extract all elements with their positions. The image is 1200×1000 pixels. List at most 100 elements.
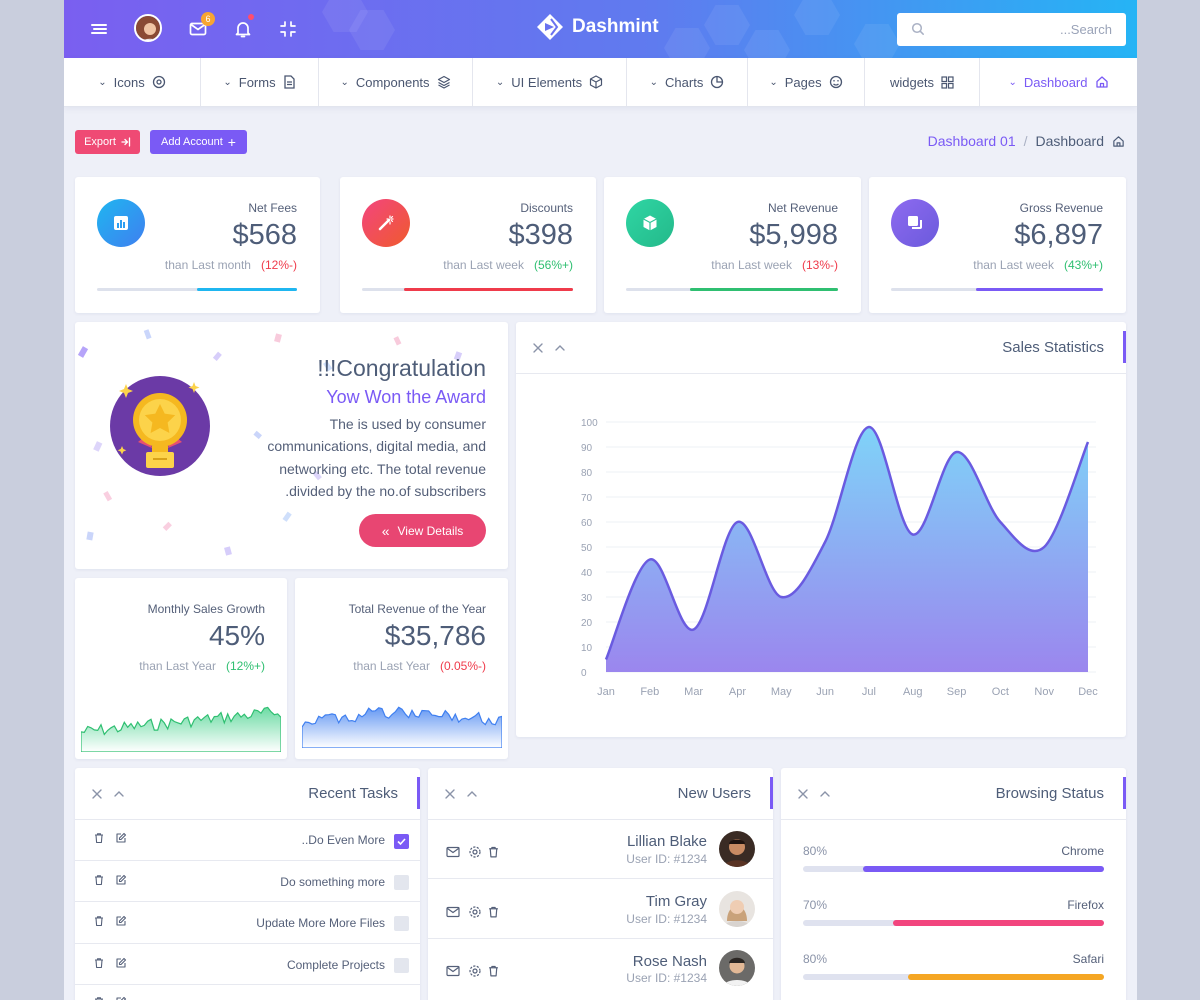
- edit-icon[interactable]: [115, 957, 127, 969]
- panel-accent: [1123, 777, 1126, 809]
- chevron-up-icon[interactable]: [819, 788, 831, 800]
- menu-item-label: Icons: [113, 74, 145, 90]
- menu-item-icons[interactable]: ⌄ Icons: [64, 58, 201, 106]
- trash-icon[interactable]: [487, 905, 500, 919]
- task-checkbox[interactable]: [394, 875, 409, 890]
- x-tick-label: Jan: [597, 686, 615, 698]
- user-id: User ID: #1234: [626, 912, 707, 926]
- menu-item-forms[interactable]: ⌄ Forms: [201, 58, 319, 106]
- add-account-button[interactable]: Add Account +: [150, 130, 247, 154]
- sales-statistics-panel: Sales Statistics 0 10 20 30 40 50 60 70 80 90 100 …: [516, 322, 1126, 737]
- double-chevron-left-icon: «: [381, 522, 390, 539]
- panel-title: Browsing Status: [995, 785, 1104, 802]
- stat-label: Gross Revenue: [1019, 201, 1103, 215]
- menu-item-widgets[interactable]: widgets: [865, 58, 980, 106]
- y-tick-label: 100: [581, 418, 598, 429]
- app-name: Dashmint: [572, 16, 659, 37]
- export-button[interactable]: Export: [75, 130, 140, 154]
- mail-icon[interactable]: [446, 846, 460, 858]
- trash-icon[interactable]: [487, 845, 500, 859]
- award-text: The is used by consumer communications, …: [267, 413, 486, 502]
- trash-icon[interactable]: [93, 915, 105, 927]
- stat-progress: [362, 288, 573, 291]
- task-checkbox[interactable]: [394, 958, 409, 973]
- user-avatar[interactable]: [719, 831, 755, 867]
- menu-icon[interactable]: [89, 19, 109, 39]
- menu-item-label: Forms: [238, 74, 276, 90]
- panel-accent: [770, 777, 773, 809]
- gear-icon[interactable]: [468, 905, 482, 919]
- notification-dot: [248, 14, 254, 20]
- trophy-icon: [110, 376, 210, 476]
- stat-label: Net Fees: [248, 201, 297, 215]
- breadcrumb-separator: /: [1023, 133, 1028, 149]
- home-icon: [1113, 135, 1124, 147]
- trash-icon[interactable]: [93, 874, 105, 886]
- close-icon[interactable]: [91, 788, 103, 800]
- user-name[interactable]: Rose Nash: [632, 953, 707, 970]
- menu-item-ui-elements[interactable]: ⌄ UI Elements: [473, 58, 627, 106]
- mini-value: 45%: [208, 620, 265, 651]
- app-logo[interactable]: Dashmint: [536, 13, 659, 41]
- breadcrumb-link[interactable]: Dashboard 01: [927, 133, 1016, 149]
- trash-icon[interactable]: [93, 957, 105, 969]
- view-details-button[interactable]: « View Details: [359, 514, 486, 547]
- collapse-icon[interactable]: [278, 19, 298, 39]
- chevron-up-icon[interactable]: [466, 788, 478, 800]
- trash-icon[interactable]: [487, 964, 500, 978]
- menu-item-label: Pages: [784, 74, 822, 90]
- panel-title: Recent Tasks: [308, 785, 398, 802]
- edit-icon[interactable]: [115, 874, 127, 886]
- profile-avatar[interactable]: [134, 14, 162, 42]
- menu-item-pages[interactable]: ⌄ Pages: [748, 58, 865, 106]
- user-name[interactable]: Lillian Blake: [626, 833, 707, 850]
- browser-name: Firefox: [1067, 898, 1104, 912]
- stat-compare: than Last week: [973, 258, 1054, 272]
- search-input[interactable]: [897, 13, 1126, 46]
- stat-delta: (12%-): [260, 258, 297, 272]
- mail-icon[interactable]: [188, 19, 208, 39]
- stat-label: Discounts: [520, 201, 573, 215]
- revenue-sparkline: [302, 706, 502, 748]
- menu-item-dashboard[interactable]: ⌄ Dashboard: [980, 58, 1137, 106]
- mini-label: Total Revenue of the Year: [348, 602, 486, 616]
- chevron-up-icon[interactable]: [554, 342, 566, 354]
- task-checkbox[interactable]: [394, 916, 409, 931]
- task-label: Update More More Files: [256, 916, 385, 930]
- edit-icon[interactable]: [115, 996, 127, 1000]
- trash-icon[interactable]: [93, 832, 105, 844]
- user-avatar[interactable]: [719, 950, 755, 986]
- bell-icon[interactable]: [233, 19, 253, 39]
- user-avatar[interactable]: [719, 891, 755, 927]
- award-line: .divided by the no.of subscribers: [285, 482, 486, 499]
- task-label: Do something more: [280, 875, 385, 889]
- trash-icon[interactable]: [93, 996, 105, 1000]
- mail-icon[interactable]: [446, 906, 460, 918]
- sales-growth-sparkline: [81, 706, 281, 752]
- gear-icon[interactable]: [468, 845, 482, 859]
- close-icon[interactable]: [444, 788, 456, 800]
- mail-count-badge: 6: [201, 12, 215, 26]
- award-card: !!!Congratulation Yow Won the Award The …: [75, 322, 508, 569]
- x-tick-label: Nov: [1034, 686, 1054, 698]
- chevron-up-icon[interactable]: [113, 788, 125, 800]
- close-icon[interactable]: [532, 342, 544, 354]
- award-subtitle: Yow Won the Award: [326, 387, 486, 407]
- layers-icon: [437, 75, 450, 89]
- browser-name: Chrome: [1061, 844, 1104, 858]
- close-icon[interactable]: [797, 788, 809, 800]
- search-icon: [911, 22, 924, 35]
- stat-progress-fill: [689, 288, 838, 291]
- panel-header: Browsing Status: [781, 768, 1126, 820]
- stat-progress: [97, 288, 297, 291]
- user-name[interactable]: Tim Gray: [645, 893, 707, 910]
- mail-icon[interactable]: [446, 965, 460, 977]
- task-label: ..Do Even More: [301, 833, 385, 847]
- task-checkbox[interactable]: [394, 834, 409, 849]
- browser-percent: 80%: [803, 844, 828, 858]
- edit-icon[interactable]: [115, 915, 127, 927]
- edit-icon[interactable]: [115, 832, 127, 844]
- gear-icon[interactable]: [468, 964, 482, 978]
- menu-item-charts[interactable]: ⌄ Charts: [627, 58, 748, 106]
- menu-item-components[interactable]: ⌄ Components: [319, 58, 473, 106]
